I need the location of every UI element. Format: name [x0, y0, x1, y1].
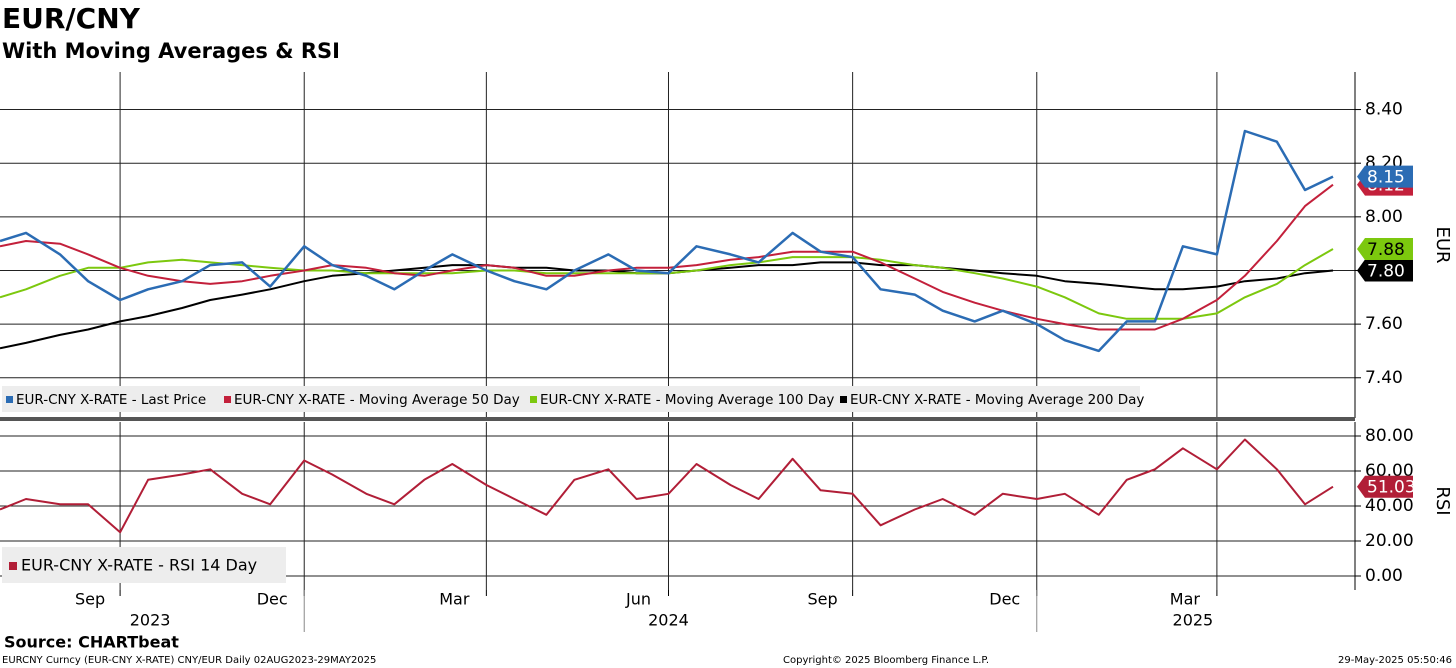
x-tick-label: Sep [808, 590, 838, 609]
y-tick-label: 7.40 [1365, 368, 1403, 388]
x-year-label: 2025 [1173, 611, 1214, 630]
series-line [0, 129, 1334, 353]
x-tick-label: Mar [1170, 590, 1201, 609]
last-value-label: 7.80 [1367, 261, 1405, 281]
legend-swatch [840, 396, 847, 403]
legend-label: EUR-CNY X-RATE - Last Price [16, 392, 206, 408]
last-value-label: 51.03 [1367, 478, 1416, 498]
y-axis-label: RSI [1432, 486, 1453, 515]
subtitle: With Moving Averages & RSI [2, 39, 340, 63]
x-year-label: 2024 [648, 611, 689, 630]
legend-box [2, 547, 286, 583]
legend-swatch [9, 562, 17, 570]
footer-right: 29-May-2025 05:50:46 [1338, 655, 1452, 666]
y-tick-label: 40.00 [1365, 496, 1414, 516]
legend-label: EUR-CNY X-RATE - RSI 14 Day [21, 556, 257, 575]
last-value-box [1357, 238, 1413, 261]
y-tick-label: 80.00 [1365, 426, 1414, 446]
title: EUR/CNY [2, 2, 141, 35]
legend-box [2, 386, 1140, 412]
y-tick-label: 20.00 [1365, 531, 1414, 551]
x-year-label: 2023 [130, 611, 171, 630]
footer-left: EURCNY Curncy (EUR-CNY X-RATE) CNY/EUR D… [2, 655, 376, 666]
panel-separator [0, 417, 1355, 421]
legend-swatch [224, 396, 231, 403]
series-line [0, 438, 1334, 534]
last-value-box [1357, 165, 1413, 188]
footer-center: Copyright© 2025 Bloomberg Finance L.P. [783, 655, 989, 666]
legend-swatch [6, 396, 13, 403]
x-tick-label: Mar [439, 590, 470, 609]
last-value-label: 7.88 [1367, 240, 1405, 260]
legend-label: EUR-CNY X-RATE - Moving Average 100 Day [540, 392, 834, 408]
y-tick-label: 8.40 [1365, 100, 1403, 120]
last-value-box [1357, 259, 1413, 282]
legend-label: EUR-CNY X-RATE - Moving Average 50 Day [234, 392, 520, 408]
x-tick-label: Dec [257, 590, 288, 609]
source: Source: CHARTbeat [4, 633, 179, 652]
legend-label: EUR-CNY X-RATE - Moving Average 200 Day [850, 392, 1144, 408]
y-tick-label: 7.60 [1365, 314, 1403, 334]
legend-swatch [530, 396, 537, 403]
x-tick-label: Jun [625, 590, 651, 609]
x-tick-label: Dec [989, 590, 1020, 609]
last-value-label: 8.15 [1367, 168, 1405, 188]
last-value-box [1357, 475, 1413, 498]
y-tick-label: 8.00 [1365, 207, 1403, 227]
x-tick-label: Sep [75, 590, 105, 609]
y-axis-label: EUR [1432, 226, 1453, 263]
y-tick-label: 0.00 [1365, 566, 1403, 586]
